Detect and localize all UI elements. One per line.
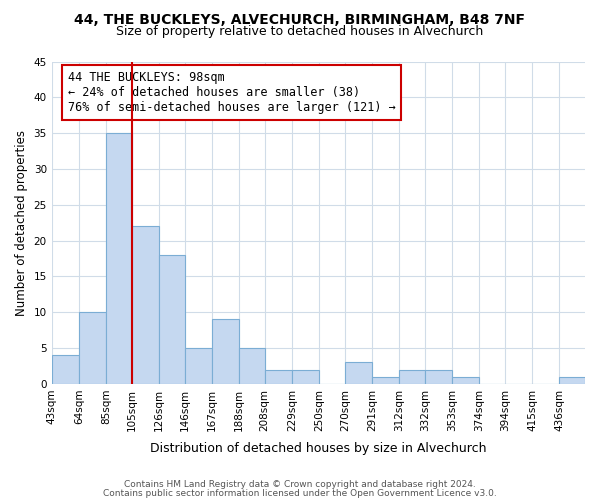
X-axis label: Distribution of detached houses by size in Alvechurch: Distribution of detached houses by size … — [150, 442, 487, 455]
Bar — [559, 376, 585, 384]
Y-axis label: Number of detached properties: Number of detached properties — [15, 130, 28, 316]
Bar — [185, 348, 212, 384]
Bar — [79, 312, 106, 384]
Bar — [452, 376, 479, 384]
Bar — [292, 370, 319, 384]
Bar — [345, 362, 372, 384]
Bar — [372, 376, 399, 384]
Text: 44, THE BUCKLEYS, ALVECHURCH, BIRMINGHAM, B48 7NF: 44, THE BUCKLEYS, ALVECHURCH, BIRMINGHAM… — [74, 12, 526, 26]
Bar — [132, 226, 159, 384]
Text: 44 THE BUCKLEYS: 98sqm
← 24% of detached houses are smaller (38)
76% of semi-det: 44 THE BUCKLEYS: 98sqm ← 24% of detached… — [68, 71, 395, 114]
Bar — [425, 370, 452, 384]
Bar — [265, 370, 292, 384]
Bar — [106, 133, 132, 384]
Bar — [239, 348, 265, 384]
Text: Size of property relative to detached houses in Alvechurch: Size of property relative to detached ho… — [116, 25, 484, 38]
Text: Contains public sector information licensed under the Open Government Licence v3: Contains public sector information licen… — [103, 488, 497, 498]
Bar — [399, 370, 425, 384]
Bar — [159, 255, 185, 384]
Bar — [52, 355, 79, 384]
Bar — [212, 320, 239, 384]
Text: Contains HM Land Registry data © Crown copyright and database right 2024.: Contains HM Land Registry data © Crown c… — [124, 480, 476, 489]
